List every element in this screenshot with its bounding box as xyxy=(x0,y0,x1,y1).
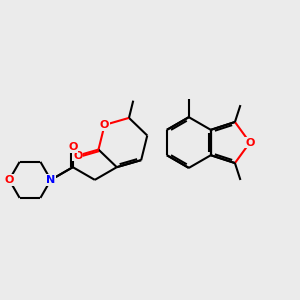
Text: O: O xyxy=(73,151,83,160)
Text: O: O xyxy=(245,137,254,148)
Text: N: N xyxy=(46,175,56,185)
Text: O: O xyxy=(4,175,14,185)
Text: N: N xyxy=(46,175,56,185)
Text: O: O xyxy=(100,120,109,130)
Text: O: O xyxy=(68,142,77,152)
